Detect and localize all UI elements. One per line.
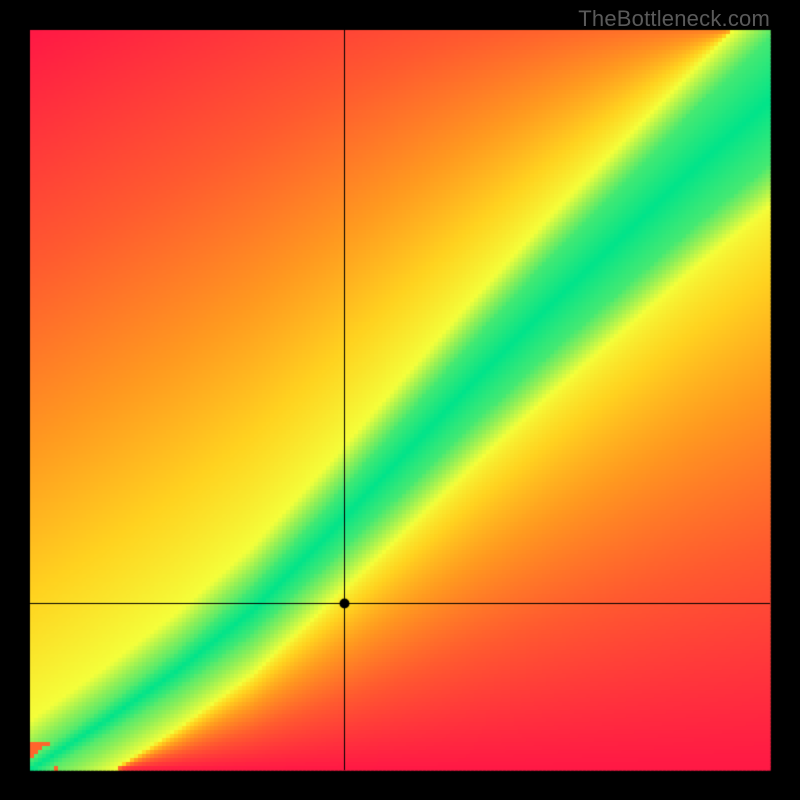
chart-container: TheBottleneck.com bbox=[0, 0, 800, 800]
bottleneck-heatmap bbox=[0, 0, 800, 800]
watermark-text: TheBottleneck.com bbox=[578, 6, 770, 32]
